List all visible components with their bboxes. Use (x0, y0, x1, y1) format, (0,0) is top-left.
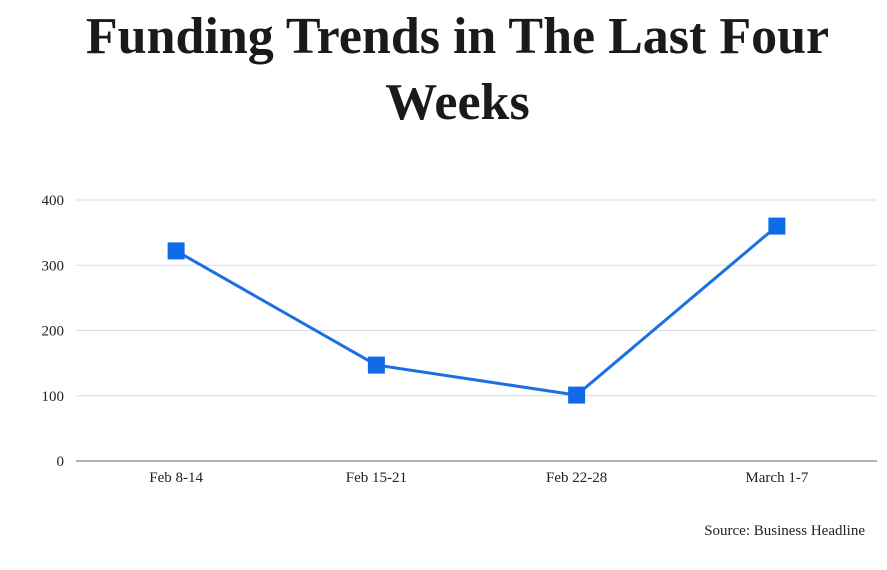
series-line (175, 224, 778, 397)
y-tick-label: 400 (42, 193, 65, 209)
x-tick-label: Feb 15-21 (346, 470, 407, 486)
source-note: Source: Business Headline (704, 523, 865, 539)
y-tick-label: 0 (57, 454, 65, 470)
y-axis-ticks: 0 100 200 300 400 (42, 193, 65, 470)
y-tick-label: 300 (42, 258, 65, 274)
x-tick-label: Feb 8-14 (149, 470, 203, 486)
data-point-marker (367, 356, 385, 374)
gridlines (76, 199, 877, 462)
y-tick-label: 100 (42, 389, 65, 405)
x-tick-label: Feb 22-28 (546, 470, 607, 486)
data-point-marker (768, 217, 786, 235)
data-point-marker (568, 386, 586, 404)
chart-title: Funding Trends in The Last Four Weeks (85, 8, 830, 131)
x-tick-label: March 1-7 (745, 470, 808, 486)
series-markers (167, 217, 786, 404)
y-tick-label: 200 (42, 324, 65, 340)
data-point-marker (167, 242, 185, 260)
series-line-path (175, 224, 778, 397)
x-axis-ticks: Feb 8-14 Feb 15-21 Feb 22-28 March 1-7 (149, 470, 809, 486)
